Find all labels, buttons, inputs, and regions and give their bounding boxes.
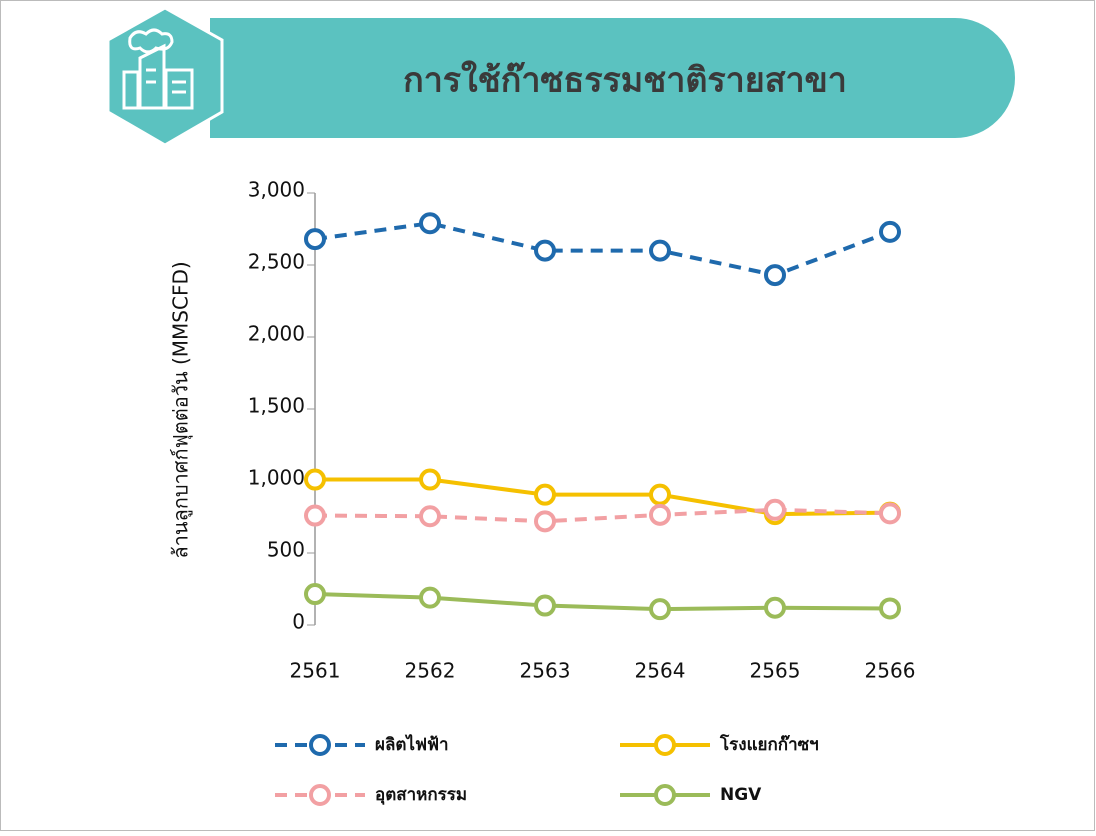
marker: [879, 220, 901, 243]
x-tick-label: 2562: [405, 659, 456, 683]
marker: [419, 212, 441, 235]
legend-marker: [309, 784, 331, 806]
legend-marker: [309, 734, 331, 756]
series-line: [314, 507, 891, 524]
y-tick-label: 3,000: [248, 178, 305, 202]
marker: [649, 239, 671, 262]
y-tick-label: 1,000: [248, 466, 305, 490]
legend-label: อุตสาหกรรม: [375, 785, 467, 805]
marker: [534, 510, 556, 533]
series-line: [314, 221, 891, 278]
legend-marker: [654, 784, 676, 806]
title-banner: [210, 18, 1015, 138]
y-tick-label: 500: [267, 538, 305, 562]
y-tick-label: 0: [292, 610, 305, 634]
marker: [649, 598, 671, 621]
chart-title: การใช้ก๊าซธรรมชาติรายสาขา: [403, 60, 847, 101]
x-tick-label: 2565: [750, 659, 801, 683]
marker: [534, 594, 556, 617]
marker: [419, 586, 441, 609]
icon: [106, 6, 224, 147]
marker: [304, 468, 326, 491]
marker: [764, 498, 786, 521]
x-tick-label: 2561: [290, 659, 341, 683]
marker: [419, 505, 441, 528]
y-axis-label: ล้านลูกบาศก์ฟุตต่อวัน (MMSCFD): [169, 261, 194, 558]
marker: [304, 583, 326, 606]
marker: [419, 468, 441, 491]
marker: [649, 483, 671, 506]
legend-label: โรงแยกก๊าซฯ: [719, 734, 819, 755]
y-tick-label: 1,500: [248, 394, 305, 418]
marker: [879, 502, 901, 525]
x-tick-label: 2563: [520, 659, 571, 683]
y-tick-label: 2,500: [248, 250, 305, 274]
series-line: [315, 477, 891, 517]
marker: [304, 504, 326, 527]
marker: [879, 597, 901, 620]
marker: [764, 264, 786, 287]
marker: [304, 228, 326, 251]
marker: [534, 239, 556, 262]
x-tick-label: 2566: [865, 659, 916, 683]
x-tick-label: 2564: [635, 659, 686, 683]
y-tick-label: 2,000: [248, 322, 305, 346]
marker: [649, 503, 671, 526]
marker: [534, 483, 556, 506]
marker: [764, 596, 786, 619]
legend-marker: [654, 734, 676, 756]
series-line: [314, 592, 891, 612]
legend-label: NGV: [720, 785, 762, 805]
legend-label: ผลิตไฟฟ้า: [375, 734, 449, 755]
